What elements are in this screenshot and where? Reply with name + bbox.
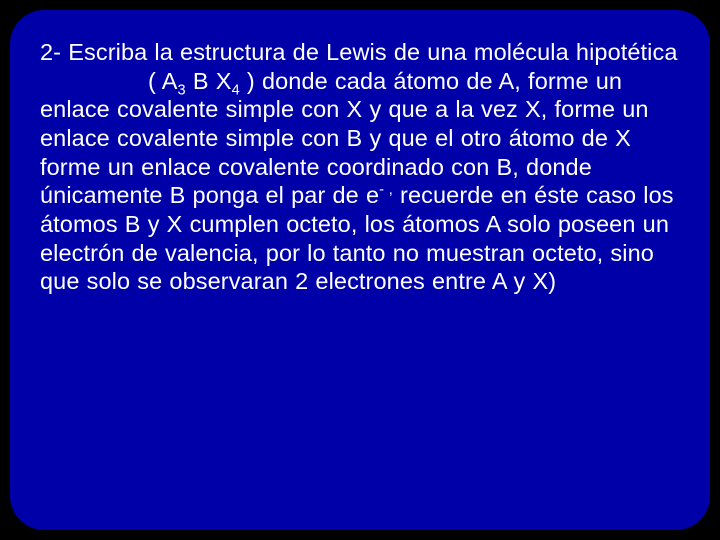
formula-mid: B X [186, 68, 232, 94]
formula-open: ( A [148, 68, 178, 94]
electron-superscript: - , [379, 182, 393, 198]
slide-frame: 2- Escriba la estructura de Lewis de una… [0, 0, 720, 540]
text-prefix: 2- Escriba la estructura de Lewis de una… [40, 39, 678, 65]
slide-panel: 2- Escriba la estructura de Lewis de una… [10, 10, 710, 530]
problem-text: 2- Escriba la estructura de Lewis de una… [40, 38, 680, 296]
